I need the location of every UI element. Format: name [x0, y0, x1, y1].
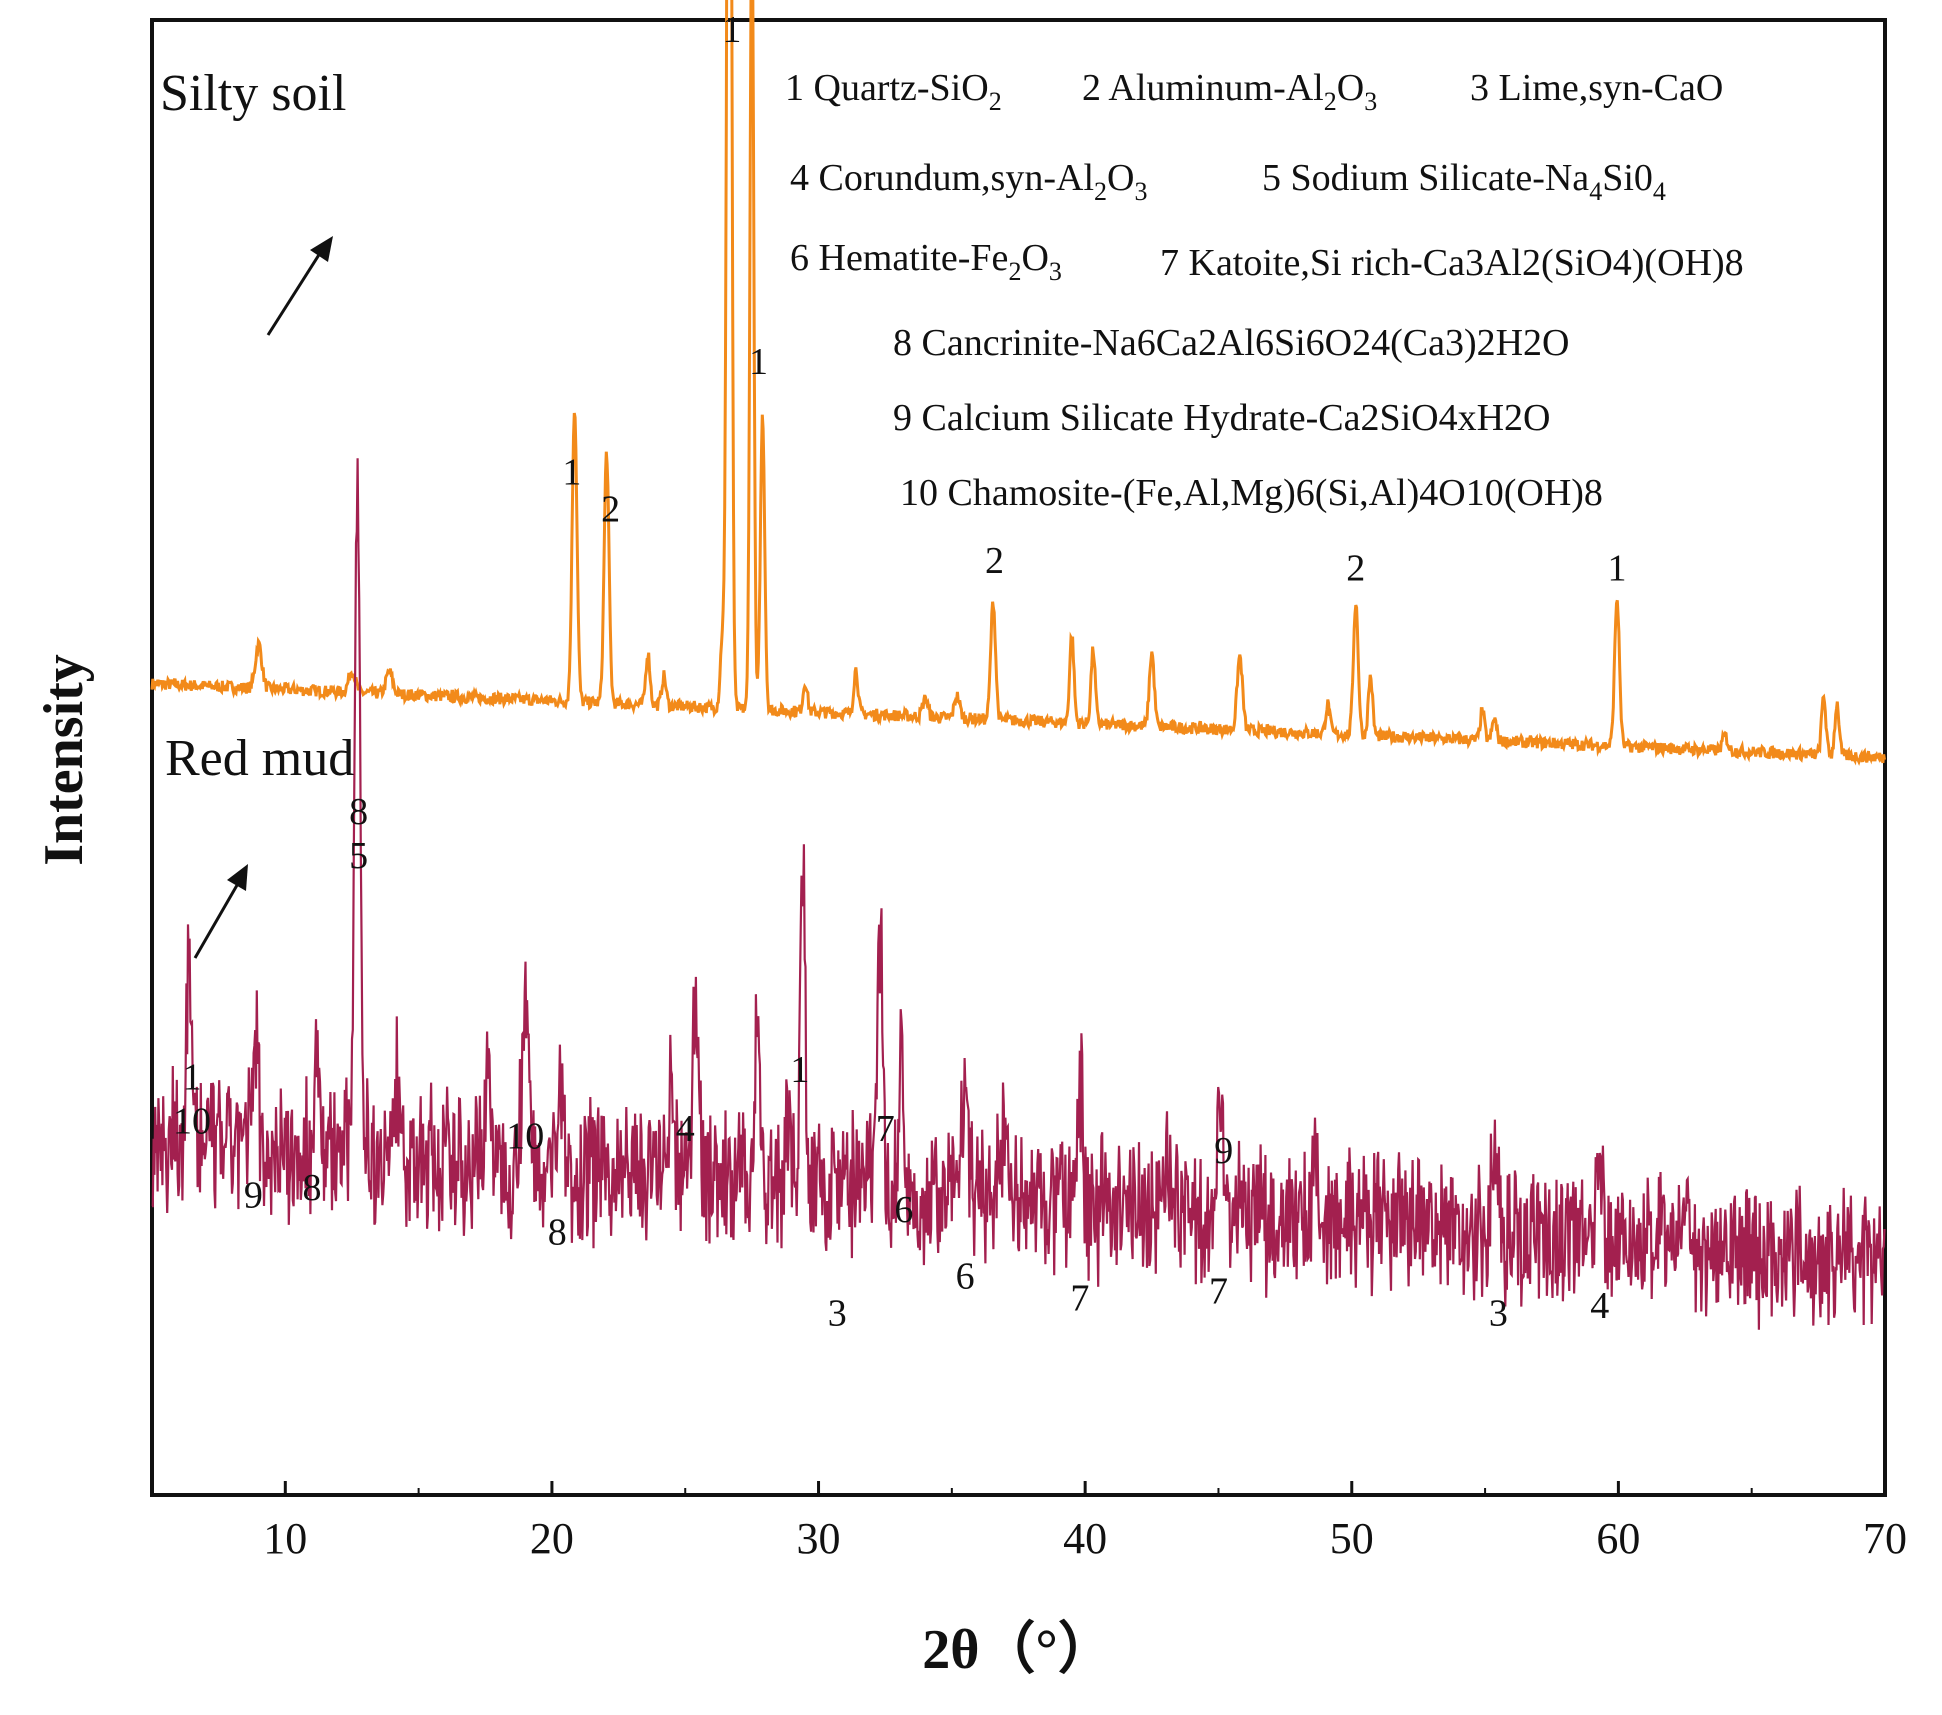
peak-label: 10 — [506, 1115, 544, 1157]
peak-label: 1 — [790, 1049, 809, 1091]
y-axis-title: Intensity — [33, 654, 95, 866]
legend-item-2: 2 Aluminum-Al2O3 — [1082, 67, 1377, 116]
peak-label: 9 — [244, 1174, 263, 1216]
x-tick-label: 30 — [797, 1514, 841, 1563]
x-tick-label: 70 — [1863, 1514, 1907, 1563]
peak-label: 1 — [1608, 548, 1627, 590]
peak-label: 2 — [601, 489, 620, 531]
peak-label: 4 — [1590, 1285, 1609, 1327]
legend-item-10: 10 Chamosite-(Fe,Al,Mg)6(Si,Al)4O10(OH)8 — [900, 472, 1603, 514]
legend-item-7: 7 Katoite,Si rich-Ca3Al2(SiO4)(OH)8 — [1160, 242, 1744, 284]
peak-label: 8 — [349, 791, 368, 833]
legend-item-3: 3 Lime,syn-CaO — [1470, 67, 1723, 109]
peak-label: 2 — [1346, 548, 1365, 590]
legend-item-6: 6 Hematite-Fe2O3 — [790, 237, 1062, 286]
peak-label: 7 — [1070, 1278, 1089, 1320]
peak-label: 5 — [349, 835, 368, 877]
phase-legend: 1 Quartz-SiO2 2 Aluminum-Al2O3 3 Lime,sy… — [785, 67, 1744, 514]
offset-arrow-red-mud — [193, 864, 248, 959]
legend-item-4: 4 Corundum,syn-Al2O3 — [790, 157, 1147, 206]
peak-label: 7 — [876, 1108, 895, 1150]
legend-item-9: 9 Calcium Silicate Hydrate-Ca2SiO4xH2O — [893, 397, 1551, 439]
peak-label: 9 — [1214, 1130, 1233, 1172]
series-line-silty-soil — [150, 0, 1886, 766]
peak-label: 1 — [562, 452, 581, 494]
peak-label: 1 — [182, 1056, 201, 1098]
peak-label: 3 — [828, 1292, 847, 1334]
peak-label: 2 — [985, 540, 1004, 582]
legend-item-1: 1 Quartz-SiO2 — [785, 67, 1002, 116]
peak-label: 3 — [1489, 1292, 1508, 1334]
peak-label: 8 — [548, 1211, 567, 1253]
peak-label: 4 — [676, 1108, 695, 1150]
legend-item-8: 8 Cancrinite-Na6Ca2Al6Si6O24(Ca3)2H2O — [893, 322, 1570, 364]
x-axis-title: 2θ（°） — [922, 1618, 1114, 1681]
x-tick-label: 40 — [1063, 1514, 1107, 1563]
x-tick-label: 20 — [530, 1514, 574, 1563]
sample-label-red-mud: Red mud — [165, 730, 354, 787]
peak-label: 10 — [173, 1101, 211, 1143]
peak-label: 6 — [956, 1256, 975, 1298]
x-tick-label: 60 — [1596, 1514, 1640, 1563]
peak-label: 1 — [749, 341, 768, 383]
legend-item-5: 5 Sodium Silicate-Na4Si04 — [1262, 157, 1666, 206]
series-layer — [150, 0, 1886, 1330]
x-tick-label: 50 — [1330, 1514, 1374, 1563]
peak-label: 7 — [1209, 1270, 1228, 1312]
sample-label-silty-soil: Silty soil — [160, 65, 346, 122]
x-axis: 10 20 30 40 50 60 70 — [151, 1481, 1907, 1563]
x-tick-label: 10 — [263, 1514, 307, 1563]
offset-arrow-silty — [266, 236, 333, 336]
peak-label: 6 — [894, 1189, 913, 1231]
series-line-red-mud — [151, 458, 1886, 1330]
peak-label: 1 — [722, 9, 741, 51]
peak-label: 8 — [302, 1167, 321, 1209]
